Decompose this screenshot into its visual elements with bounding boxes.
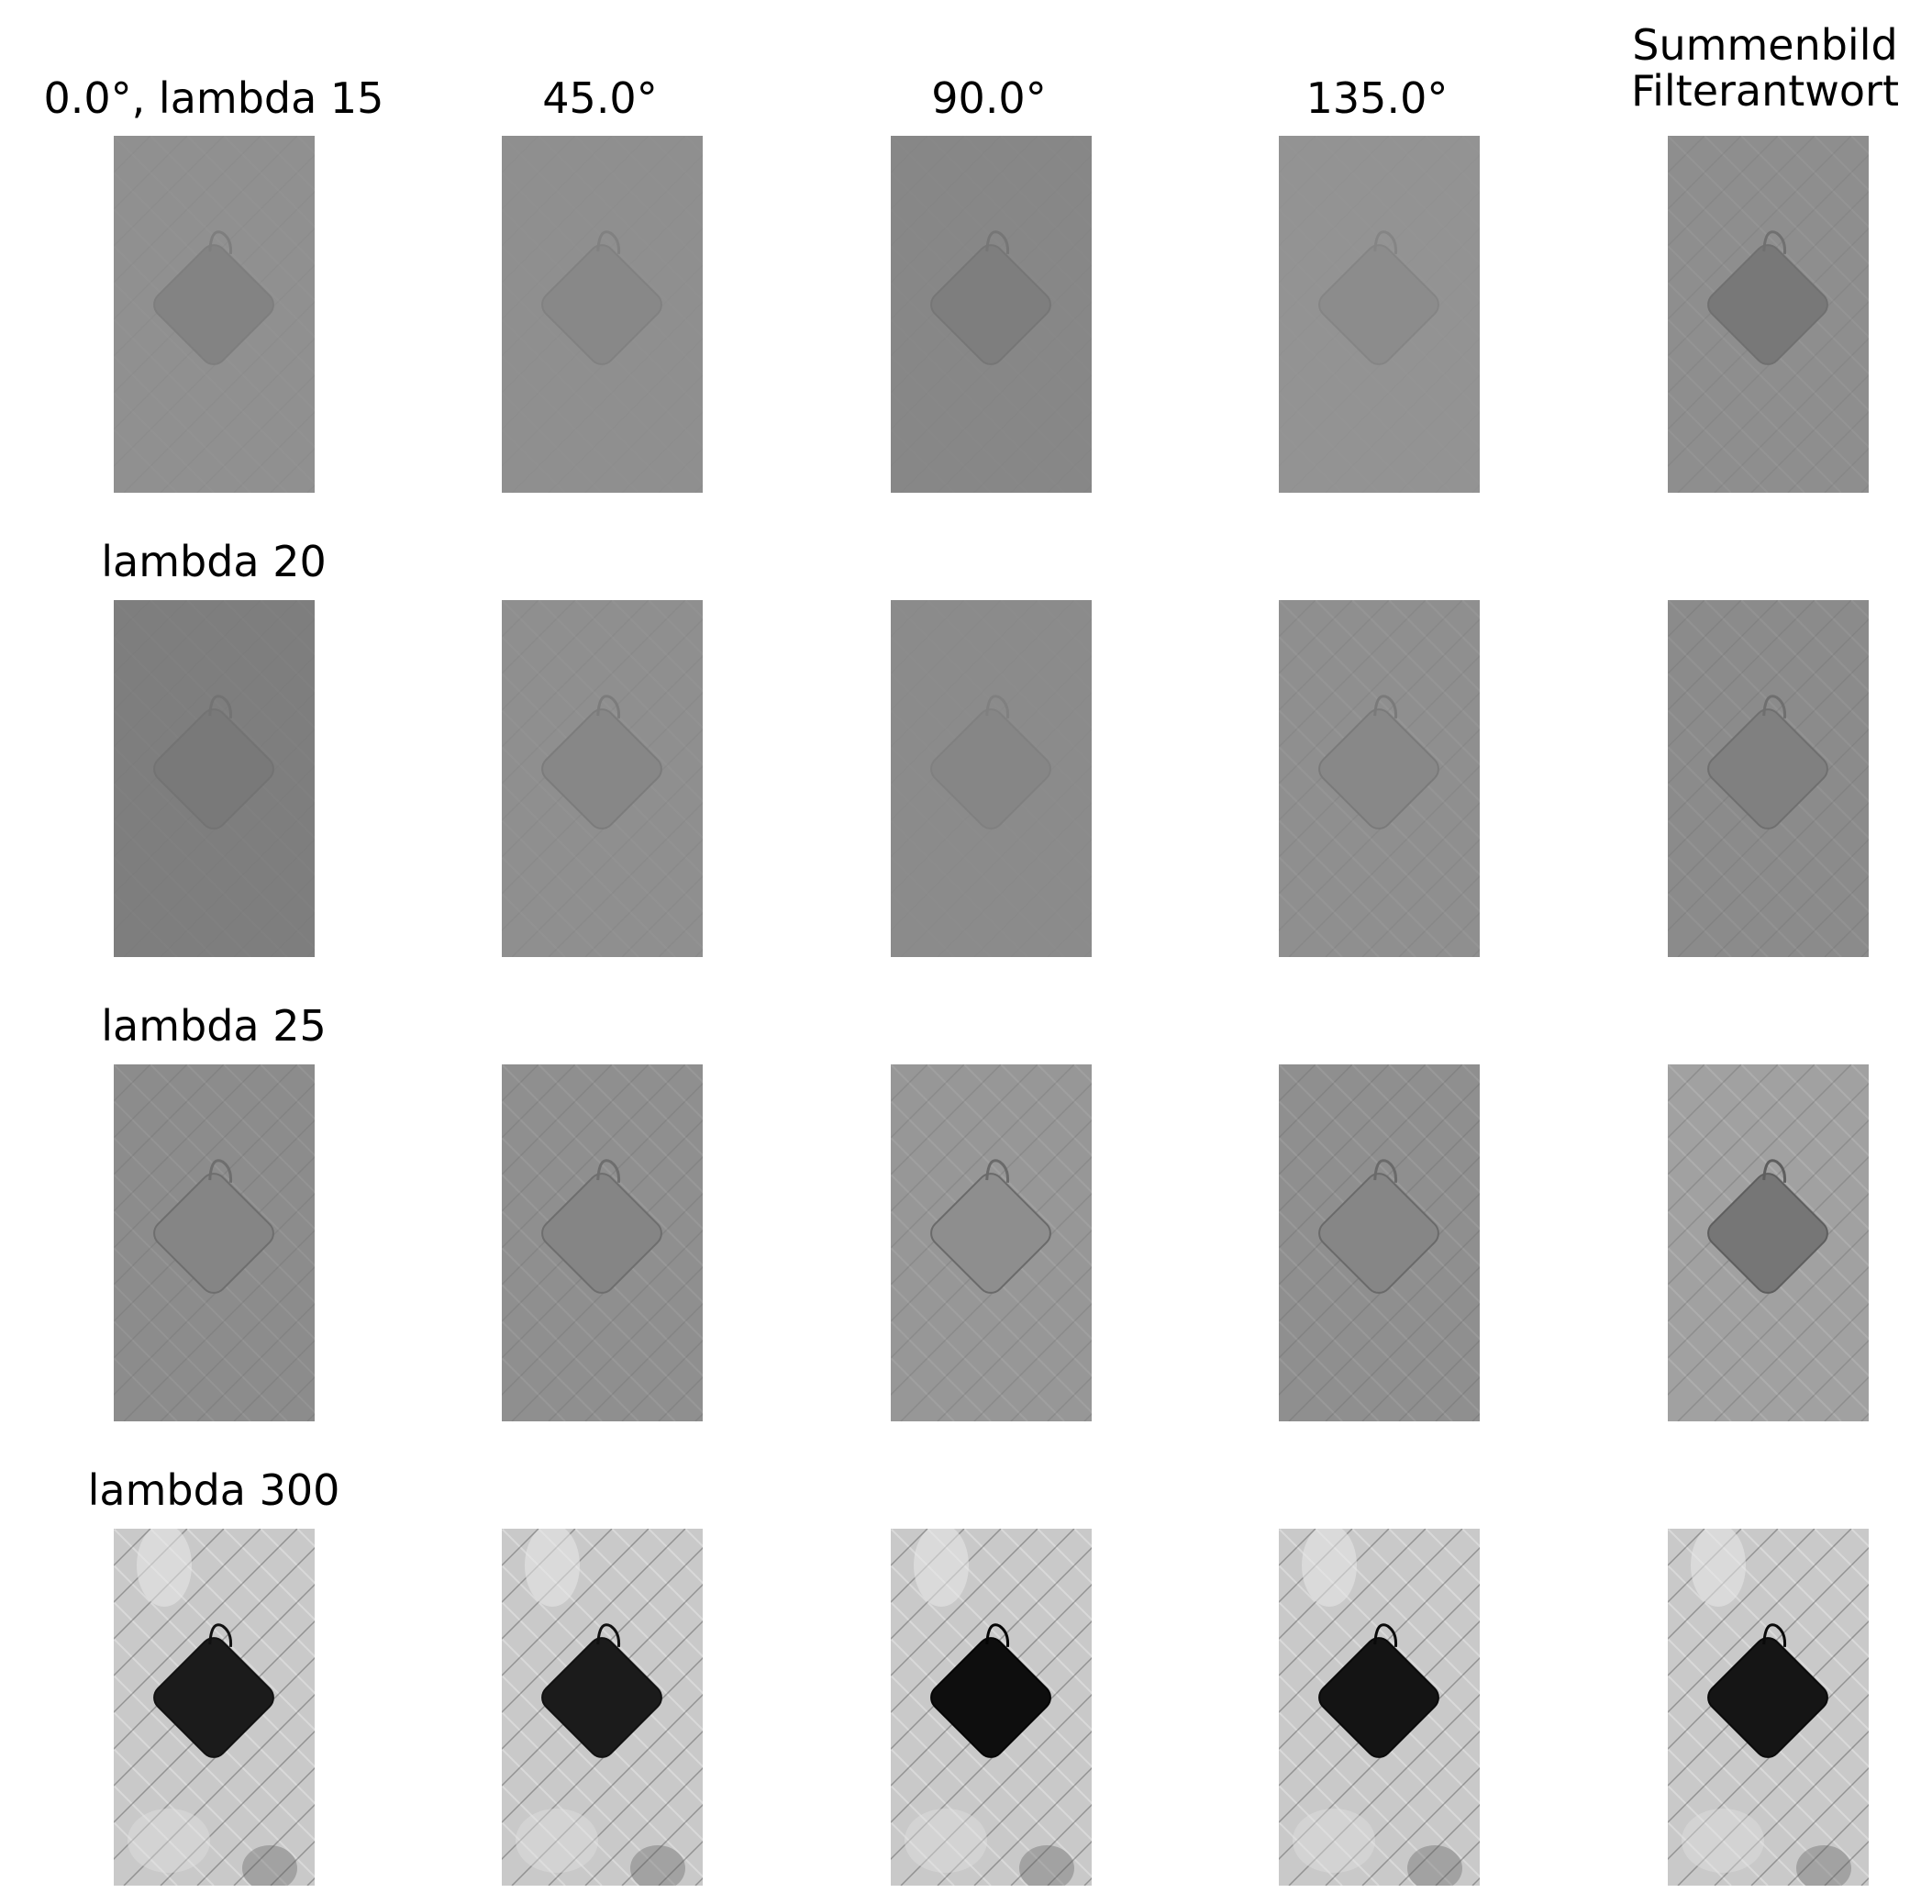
filter-panel-r0-c1: [502, 136, 703, 493]
filter-panel-r1-c4: [1668, 600, 1869, 957]
panel-image: [891, 600, 1092, 957]
filter-panel-r2-c4: [1668, 1064, 1869, 1421]
bag-shape: [1707, 1159, 1828, 1294]
bag-shape: [153, 695, 274, 830]
panel-image: [114, 136, 315, 493]
panel-image: [1279, 136, 1480, 493]
panel-image: [1279, 1529, 1480, 1886]
filter-panel-r0-c0: [114, 136, 315, 493]
bag-shape: [541, 695, 662, 830]
column-title-0: 0.0°, lambda 15: [43, 73, 384, 123]
filter-panel-r3-c1: [502, 1529, 703, 1886]
bag-shape: [930, 695, 1051, 830]
panel-image: [502, 1529, 703, 1886]
filter-panel-r0-c3: [1279, 136, 1480, 493]
column-title-1: 45.0°: [542, 73, 658, 123]
bag-shape: [930, 230, 1051, 365]
row-title-2: lambda 25: [101, 1001, 327, 1051]
bag-shape: [1318, 695, 1439, 830]
panel-image: [114, 1064, 315, 1421]
filter-panel-r1-c1: [502, 600, 703, 957]
filter-panel-r2-c0: [114, 1064, 315, 1421]
bag-shape: [1707, 695, 1828, 830]
panel-image: [1668, 1064, 1869, 1421]
bag-shape: [930, 1623, 1051, 1758]
panel-image: [1279, 600, 1480, 957]
panel-image: [114, 1529, 315, 1886]
bag-shape: [153, 230, 274, 365]
panel-image: [502, 1064, 703, 1421]
panel-image: [891, 1064, 1092, 1421]
bag-shape: [153, 1159, 274, 1294]
panel-image: [891, 136, 1092, 493]
filter-panel-r3-c2: [891, 1529, 1092, 1886]
panel-image: [502, 600, 703, 957]
filter-panel-r0-c4: [1668, 136, 1869, 493]
bag-shape: [541, 230, 662, 365]
column-title-2: 90.0°: [931, 73, 1047, 123]
bag-shape: [541, 1159, 662, 1294]
filter-panel-r3-c3: [1279, 1529, 1480, 1886]
bag-shape: [153, 1623, 274, 1758]
row-title-3: lambda 300: [87, 1465, 340, 1515]
filter-panel-r3-c4: [1668, 1529, 1869, 1886]
panel-image: [891, 1529, 1092, 1886]
filter-panel-r2-c1: [502, 1064, 703, 1421]
bag-shape: [1318, 230, 1439, 365]
bag-shape: [1318, 1623, 1439, 1758]
bag-shape: [1707, 1623, 1828, 1758]
panel-image: [1279, 1064, 1480, 1421]
bag-shape: [930, 1159, 1051, 1294]
row-title-1: lambda 20: [101, 537, 327, 586]
panel-image: [1668, 600, 1869, 957]
panel-image: [1668, 1529, 1869, 1886]
filter-panel-r1-c2: [891, 600, 1092, 957]
filter-panel-r3-c0: [114, 1529, 315, 1886]
column-title-4: Summenbild Filterantwort: [1630, 20, 1899, 116]
bag-shape: [541, 1623, 662, 1758]
panel-image: [114, 600, 315, 957]
column-title-3: 135.0°: [1305, 73, 1449, 123]
filter-panel-r1-c0: [114, 600, 315, 957]
bag-shape: [1707, 230, 1828, 365]
bag-shape: [1318, 1159, 1439, 1294]
filter-panel-r0-c2: [891, 136, 1092, 493]
filter-panel-r1-c3: [1279, 600, 1480, 957]
panel-image: [1668, 136, 1869, 493]
filter-panel-r2-c2: [891, 1064, 1092, 1421]
panel-image: [502, 136, 703, 493]
filter-panel-r2-c3: [1279, 1064, 1480, 1421]
